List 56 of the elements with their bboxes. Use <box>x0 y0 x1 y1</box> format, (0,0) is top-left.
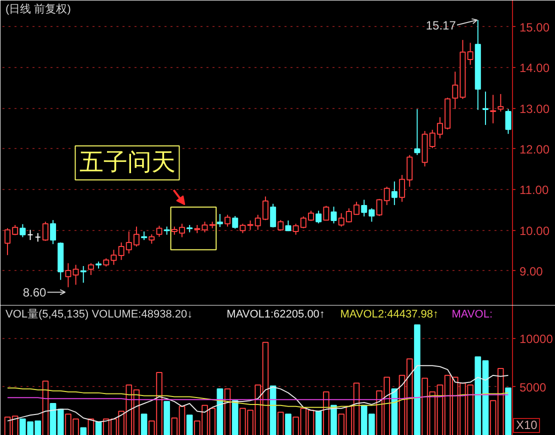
candlestick <box>498 94 504 112</box>
candlestick <box>72 264 79 286</box>
bar <box>186 414 193 435</box>
line-series <box>7 365 509 422</box>
text: X10 <box>513 418 540 433</box>
candlestick <box>27 229 34 241</box>
candlestick <box>50 220 56 245</box>
candlestick <box>505 108 512 134</box>
y-tick-label: 11.00 <box>520 183 549 198</box>
candlestick <box>148 234 155 244</box>
annotation: 8.60 <box>22 286 47 300</box>
bar <box>95 421 102 435</box>
candlestick <box>482 91 488 126</box>
y-tick-label: 10.00 <box>520 224 550 238</box>
y-tick-label: 15.00 <box>520 20 550 34</box>
chart-title: (日线 前复权) <box>6 2 71 16</box>
bar <box>164 401 170 435</box>
y-tick-label: 14.00 <box>520 61 550 76</box>
candlestick <box>391 180 398 206</box>
y-tick-label: 10000 <box>520 332 554 346</box>
candlestick <box>20 224 26 238</box>
bar <box>414 324 420 435</box>
candlestick <box>323 205 330 222</box>
annotation: 五子问天 <box>79 150 176 176</box>
candlestick <box>42 221 48 242</box>
y-tick-label: 5000 <box>520 380 547 394</box>
bar <box>140 414 148 435</box>
bar <box>80 427 87 435</box>
y-tick-label: 9.00 <box>520 264 544 278</box>
candlestick <box>216 214 223 228</box>
candlestick <box>467 42 474 66</box>
text: MAVOL1:62205.00↑ <box>226 308 325 320</box>
candlestick <box>330 206 337 224</box>
bar <box>315 410 322 435</box>
candlestick <box>270 203 276 228</box>
text: MAVOL: <box>452 308 493 320</box>
bar <box>270 386 276 435</box>
candlestick <box>156 225 162 238</box>
candlestick <box>88 262 94 276</box>
chart-title: VOL量(5,45,135) VOLUME:48938.20↓ <box>6 308 193 320</box>
candlestick <box>490 94 496 124</box>
candlestick <box>316 210 322 224</box>
bar <box>232 400 238 435</box>
candlestick <box>224 214 231 228</box>
y-tick-label: 12.00 <box>520 142 550 156</box>
candlestick <box>414 108 420 156</box>
bar <box>285 414 292 435</box>
candlestick <box>240 223 246 234</box>
bar <box>330 404 337 435</box>
annotation: 15.17 <box>426 18 456 33</box>
line-series <box>7 387 509 408</box>
text: MAVOL2:44437.98↑ <box>340 308 438 320</box>
candlestick <box>65 262 72 288</box>
bar <box>505 387 512 435</box>
y-tick-label: 13.00 <box>520 102 550 116</box>
candlestick <box>232 216 238 230</box>
